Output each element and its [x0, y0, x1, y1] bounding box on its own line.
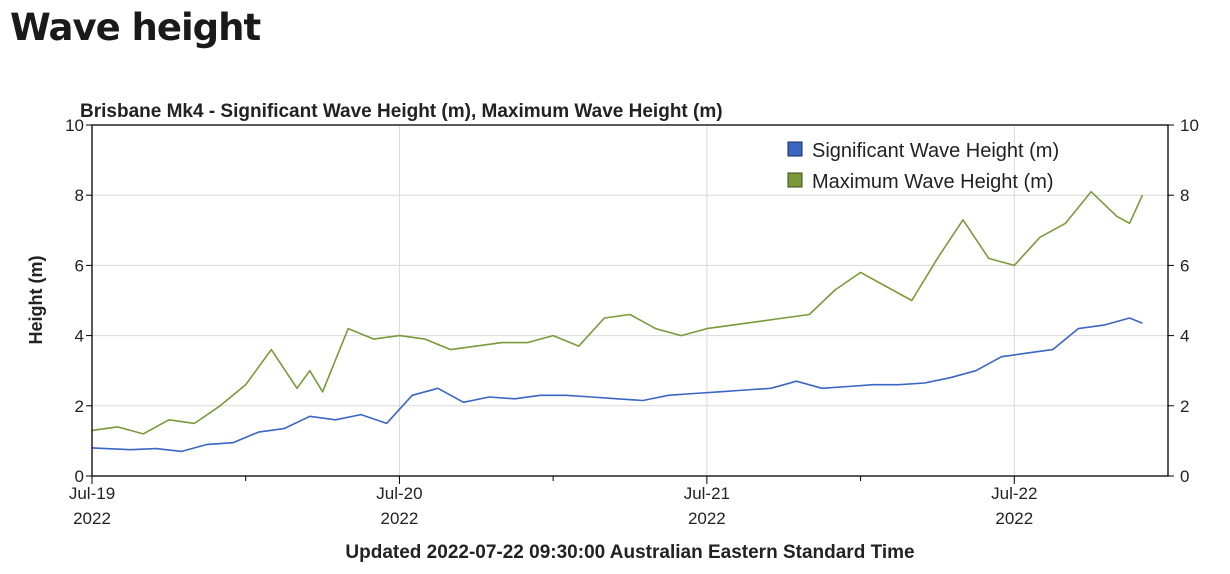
y-tick-label-right-8: 8	[1180, 186, 1189, 205]
series-line-1	[91, 190, 1144, 435]
y-tick-label-left-10: 10	[65, 116, 84, 135]
legend-label-maximum: Maximum Wave Height (m)	[812, 171, 1054, 193]
x-tick-label-2: Jul-21	[684, 484, 730, 503]
plot-frame	[91, 124, 1169, 477]
x-tick-year-0: 2022	[73, 509, 111, 528]
x-tick-label-0: Jul-19	[69, 484, 115, 503]
axis-ticks: 0 0 2 2 4 4 6 6 8 8 10 10 Jul-19 2022 Jul-20 2022 Jul-21…	[65, 116, 1199, 528]
y-tick-label-left-4: 4	[75, 327, 84, 346]
y-tick-label-right-4: 4	[1180, 327, 1189, 346]
legend-swatch-maximum	[787, 172, 803, 188]
y-tick-label-right-6: 6	[1180, 256, 1189, 275]
legend-swatch-significant	[787, 141, 803, 157]
x-tick-label-3: Jul-22	[991, 484, 1037, 503]
series-lines	[91, 190, 1144, 453]
y-tick-label-right-10: 10	[1180, 116, 1199, 135]
y-tick-label-right-0: 0	[1180, 467, 1189, 486]
page-heading: Wave height	[10, 6, 261, 49]
x-tick-year-3: 2022	[995, 509, 1033, 528]
chart-title: Brisbane Mk4 - Significant Wave Height (…	[80, 101, 723, 122]
y-axis-label: Height (m)	[26, 256, 46, 345]
x-tick-year-2: 2022	[688, 509, 726, 528]
legend-label-significant: Significant Wave Height (m)	[812, 140, 1059, 162]
y-tick-label-left-2: 2	[75, 397, 84, 416]
y-tick-label-right-2: 2	[1180, 397, 1189, 416]
y-tick-label-left-0: 0	[75, 467, 84, 486]
series-line-0	[91, 317, 1143, 453]
legend: Significant Wave Height (m) Maximum Wave…	[787, 140, 1059, 193]
x-tick-year-1: 2022	[381, 509, 419, 528]
y-tick-label-left-6: 6	[75, 256, 84, 275]
y-tick-label-left-8: 8	[75, 186, 84, 205]
x-tick-label-1: Jul-20	[376, 484, 422, 503]
x-axis-label: Updated 2022-07-22 09:30:00 Australian E…	[345, 542, 914, 563]
